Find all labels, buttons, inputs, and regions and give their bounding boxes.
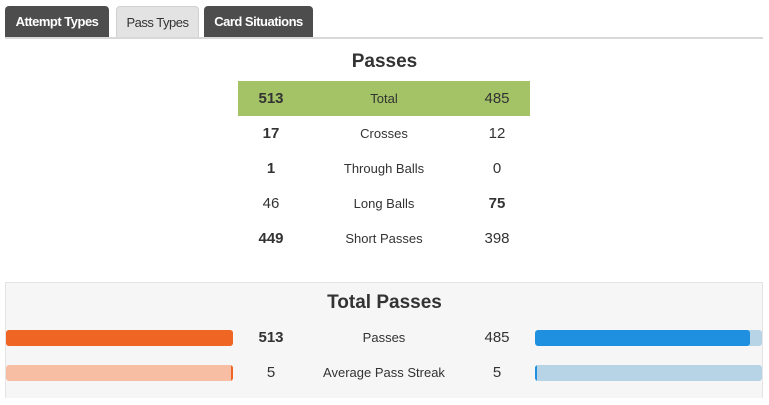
- home-value: 513: [258, 90, 284, 107]
- home-bar: [6, 330, 233, 346]
- passes-row-through-balls: 1 Through Balls 0: [238, 151, 530, 186]
- passes-row-total: 513 Total 485: [238, 81, 530, 116]
- passes-table: 513 Total 485 17 Crosses 12 1 Through Ba…: [238, 81, 530, 256]
- total-row-average-pass-streak: 5 Average Pass Streak 5: [0, 363, 769, 383]
- away-bar: [535, 365, 762, 381]
- passes-title: Passes: [351, 51, 418, 72]
- tab-attempt-types[interactable]: Attempt Types: [5, 6, 109, 37]
- home-value: 449: [258, 230, 284, 247]
- away-value: 12: [488, 125, 506, 142]
- home-bar-fill: [6, 330, 233, 346]
- stat-label: Crosses: [360, 126, 408, 141]
- stat-label: Total: [370, 91, 398, 106]
- tab-card-situations[interactable]: Card Situations: [204, 6, 313, 37]
- passes-row-crosses: 17 Crosses 12: [238, 116, 530, 151]
- home-value: 46: [262, 195, 280, 212]
- away-value: 398: [484, 230, 510, 247]
- stat-label: Passes: [362, 330, 406, 345]
- home-bar-fill: [230, 365, 233, 381]
- total-passes-title: Total Passes: [327, 292, 442, 313]
- stats-tab-bar: Attempt Types Pass Types Card Situations: [5, 6, 763, 39]
- away-value: 75: [488, 195, 506, 212]
- total-row-passes: 513 Passes 485: [0, 328, 769, 348]
- home-value: 17: [262, 125, 280, 142]
- stat-label: Average Pass Streak: [323, 365, 445, 380]
- tab-pass-types[interactable]: Pass Types: [116, 6, 199, 37]
- away-bar-fill: [535, 365, 538, 381]
- away-bar: [535, 330, 762, 346]
- stat-label: Short Passes: [345, 231, 423, 246]
- away-value: 0: [492, 160, 502, 177]
- passes-row-short-passes: 449 Short Passes 398: [238, 221, 530, 256]
- away-value: 5: [492, 364, 502, 381]
- away-value: 485: [484, 329, 510, 346]
- away-value: 485: [484, 90, 510, 107]
- passes-row-long-balls: 46 Long Balls 75: [238, 186, 530, 221]
- stat-label: Long Balls: [353, 196, 415, 211]
- home-value: 5: [266, 364, 276, 381]
- away-bar-fill: [535, 330, 750, 346]
- home-value: 1: [266, 160, 276, 177]
- home-value: 513: [258, 329, 284, 346]
- home-bar: [6, 365, 233, 381]
- stat-label: Through Balls: [343, 161, 425, 176]
